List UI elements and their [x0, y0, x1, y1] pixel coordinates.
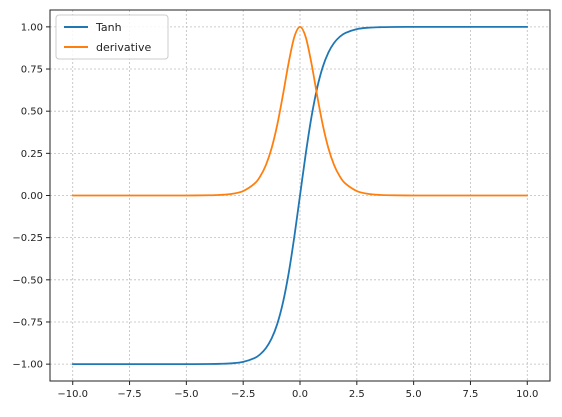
axis-ticks: −10.0 −7.5 −5.0 −2.5 0.0 2.5 5.0 7.5 10.0 1.00 0.7… [12, 22, 538, 400]
x-tick-label: 10.0 [516, 389, 538, 400]
y-tick-label: −0.50 [12, 275, 43, 286]
x-tick-label: −5.0 [174, 389, 198, 400]
y-tick-label: −0.75 [12, 317, 43, 328]
x-tick-label: 2.5 [349, 389, 365, 400]
x-tick-label: −10.0 [57, 389, 88, 400]
y-tick-label: −0.25 [12, 233, 43, 244]
x-tick-label: 5.0 [406, 389, 422, 400]
y-tick-label: 0.50 [21, 107, 43, 118]
y-tick-label: 0.25 [21, 149, 43, 160]
y-tick-label: 0.00 [21, 191, 43, 202]
legend-label-tanh: Tanh [95, 21, 122, 34]
x-tick-label: −2.5 [231, 389, 255, 400]
x-tick-label: 7.5 [463, 389, 479, 400]
legend-label-derivative: derivative [96, 41, 151, 54]
y-tick-label: −1.00 [12, 360, 43, 371]
y-tick-label: 0.75 [21, 65, 43, 76]
series-line-tanh [71, 25, 529, 366]
series-lines [71, 25, 529, 366]
y-tick-label: 1.00 [21, 22, 43, 33]
x-tick-label: −7.5 [117, 389, 141, 400]
x-tick-label: 0.0 [292, 389, 308, 400]
series-line-derivative [71, 25, 529, 197]
legend: Tanh derivative [55, 14, 169, 60]
grid-lines [50, 10, 550, 381]
